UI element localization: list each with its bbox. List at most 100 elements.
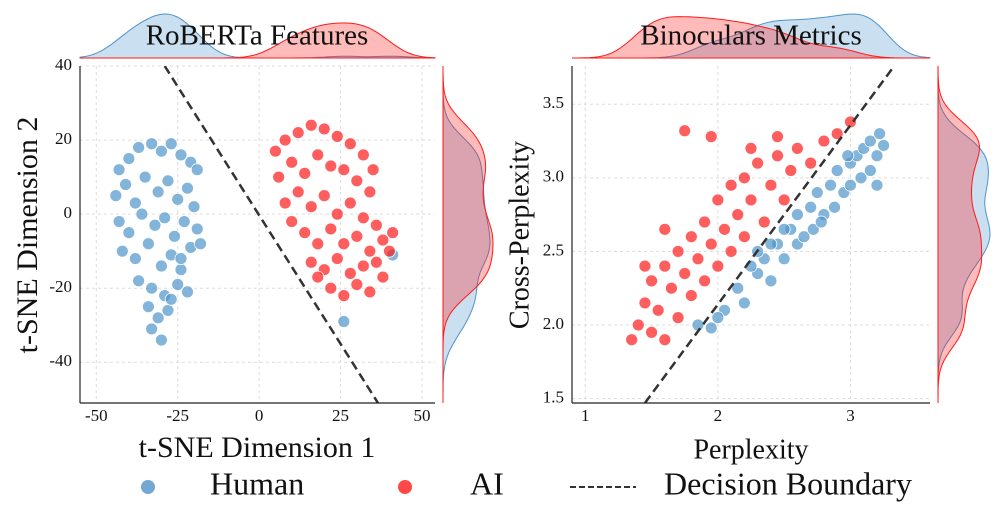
point [141, 300, 155, 314]
point [285, 215, 299, 228]
point [350, 174, 364, 188]
kde-right [442, 66, 494, 403]
point [863, 164, 877, 177]
point [684, 289, 698, 302]
point [724, 178, 738, 192]
point [181, 181, 194, 195]
point [168, 229, 181, 243]
point [138, 170, 152, 184]
y-tick-label: 40 [55, 55, 72, 74]
point [177, 215, 191, 228]
point [651, 303, 665, 317]
point [337, 315, 351, 328]
point [145, 322, 159, 336]
point [737, 230, 751, 244]
point [777, 193, 791, 207]
point [806, 222, 820, 236]
point [343, 196, 357, 210]
point [877, 139, 890, 152]
point [324, 222, 338, 236]
y-tick-label: 20 [55, 129, 72, 148]
point [751, 156, 765, 170]
point [190, 163, 204, 177]
point [278, 133, 292, 147]
point [844, 115, 857, 129]
point [369, 255, 383, 269]
point [678, 124, 692, 138]
point [828, 200, 841, 214]
point [731, 281, 745, 295]
point [764, 237, 778, 251]
point [757, 215, 771, 229]
point [363, 244, 377, 258]
point [164, 137, 178, 151]
point [658, 333, 672, 347]
point [119, 178, 132, 191]
point [330, 252, 344, 265]
point [817, 134, 831, 148]
point [797, 230, 811, 244]
point [311, 237, 325, 251]
point [784, 164, 798, 177]
y-tick-label: -20 [49, 277, 72, 296]
point [731, 208, 745, 222]
point [376, 233, 390, 247]
point [194, 237, 207, 251]
plot-area [109, 66, 400, 403]
point [128, 196, 142, 210]
point [791, 208, 804, 222]
point [350, 278, 364, 291]
point [356, 148, 370, 162]
point [658, 222, 672, 236]
point [324, 281, 338, 295]
point [844, 178, 857, 192]
point [830, 164, 844, 177]
y-tick-label: 1.5 [543, 387, 564, 406]
x-axis-label: Perplexity [693, 434, 808, 465]
point [148, 218, 162, 232]
point [804, 156, 818, 170]
point [343, 137, 357, 151]
x-axis-label: t-SNE Dimension 1 [139, 431, 376, 464]
point [145, 137, 159, 151]
point [324, 159, 338, 173]
kde-right [937, 66, 991, 403]
point [704, 321, 718, 335]
y-tick-label: 3.5 [543, 93, 564, 112]
point [317, 122, 331, 136]
legend-label: Human [210, 465, 304, 501]
point [711, 193, 725, 207]
point [109, 189, 123, 203]
point [830, 127, 844, 141]
point [810, 186, 824, 199]
kde-top [80, 22, 436, 59]
decision-boundary [643, 66, 896, 403]
x-tick-label: 2 [714, 406, 723, 425]
point [356, 211, 370, 225]
x-tick-label: 0 [255, 406, 264, 425]
x-tick-label: 50 [413, 406, 430, 425]
point [291, 185, 305, 199]
point [671, 245, 685, 258]
point [112, 163, 126, 177]
x-tick-label: -25 [166, 406, 189, 425]
point [190, 222, 204, 236]
point [181, 285, 194, 299]
kde-right [937, 65, 983, 403]
point [854, 171, 868, 185]
point [337, 163, 351, 177]
point [870, 178, 884, 192]
legend-marker [141, 480, 155, 494]
point [298, 166, 312, 180]
point [343, 266, 357, 280]
y-tick-label: -40 [49, 351, 72, 370]
point [771, 149, 784, 163]
point [155, 259, 168, 273]
point [141, 237, 155, 251]
point [304, 255, 318, 269]
point [625, 333, 639, 347]
x-tick-label: 1 [581, 406, 590, 425]
point [863, 134, 877, 148]
point [311, 270, 325, 284]
point [386, 226, 400, 240]
